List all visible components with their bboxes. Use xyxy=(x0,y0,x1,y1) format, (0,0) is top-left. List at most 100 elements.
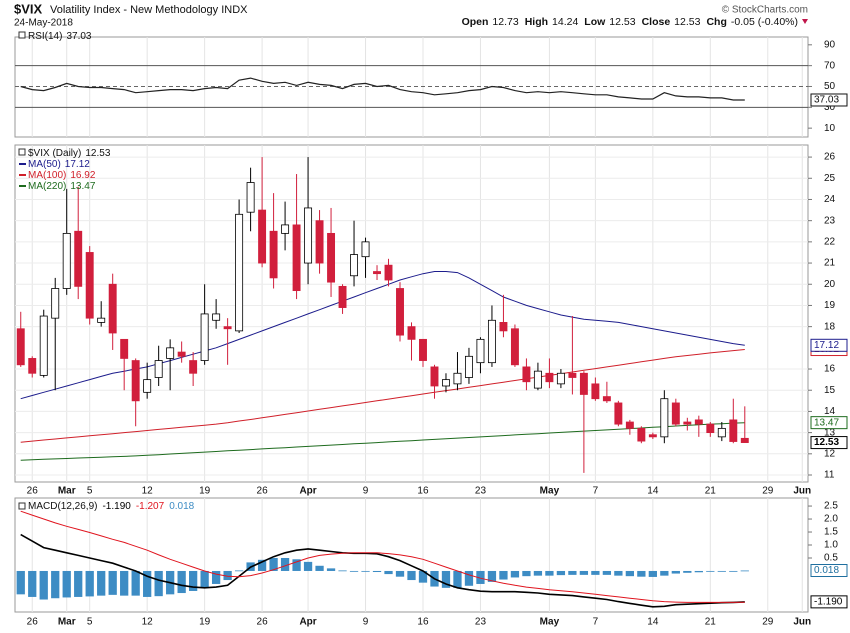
candle-body xyxy=(568,372,577,378)
histogram-bar xyxy=(200,570,209,588)
candle-body xyxy=(591,383,600,400)
histogram-bar xyxy=(120,570,129,596)
candle-body xyxy=(269,230,278,279)
symbol: $VIX xyxy=(14,1,43,16)
candle-body xyxy=(545,372,554,383)
histogram-bar xyxy=(51,570,60,599)
macd-legend: MACD(12,26,9) -1.190 -1.207 0.018 xyxy=(28,501,195,512)
histogram-bar xyxy=(303,561,313,571)
x-tick-label: 19 xyxy=(199,617,211,628)
candle-body xyxy=(85,252,94,319)
candle-body xyxy=(200,313,209,361)
candle-body xyxy=(384,264,393,281)
histogram-bar xyxy=(211,570,221,584)
candle-body xyxy=(419,338,427,361)
histogram-bar xyxy=(28,570,37,597)
candle-body xyxy=(154,360,163,378)
candle-body xyxy=(258,209,267,264)
y-tick-label: 16 xyxy=(824,364,836,375)
candle-body xyxy=(602,396,611,402)
y-tick-label: 15 xyxy=(824,385,836,396)
histogram-bar xyxy=(568,570,577,575)
legend-entry: MA(100) 16.92 xyxy=(28,170,96,181)
candle-body xyxy=(361,241,370,258)
candle-body xyxy=(74,230,83,287)
value-box-label: 0.018 xyxy=(814,565,839,576)
y-tick-label: 20 xyxy=(824,279,836,290)
legend-name: MACD(12,26,9) xyxy=(28,501,97,512)
histogram-bar xyxy=(602,570,612,575)
legend-name: MA(50) xyxy=(28,159,61,170)
histogram-bar xyxy=(131,570,140,596)
y-tick-label: 90 xyxy=(824,39,836,50)
quote-label: Open xyxy=(462,16,489,28)
candle-body xyxy=(740,437,749,443)
candle-body xyxy=(143,379,152,393)
legend-entry: MA(220) 13.47 xyxy=(28,181,96,192)
histogram-bar xyxy=(338,570,347,572)
y-tick-label: 23 xyxy=(824,215,836,226)
histogram-bar xyxy=(637,570,646,577)
candle-body xyxy=(476,338,485,364)
histogram-bar xyxy=(108,570,117,595)
legend-value: 16.92 xyxy=(70,170,95,181)
x-tick-label: 21 xyxy=(705,486,717,497)
quote-value: -0.05 (-0.40%) xyxy=(731,16,798,28)
legend-value: 0.018 xyxy=(169,501,194,512)
rsi-frame xyxy=(14,36,809,138)
x-tick-label: Apr xyxy=(299,486,316,497)
y-tick-label: 26 xyxy=(824,152,836,163)
x-tick-label: 16 xyxy=(417,617,429,628)
candle-body xyxy=(510,328,519,366)
candle-body xyxy=(706,423,715,434)
legend-value: 13.47 xyxy=(70,181,95,192)
x-tick-label: 23 xyxy=(475,617,487,628)
x-tick-label: Jun xyxy=(793,486,811,497)
y-tick-label: 12 xyxy=(824,448,836,459)
y-tick-label: 0.5 xyxy=(824,553,838,564)
value-box xyxy=(810,93,848,107)
histogram-bar xyxy=(85,570,94,597)
histogram-bar xyxy=(533,570,543,576)
candle-body xyxy=(315,220,324,264)
quote: Open 12.73 High 14.24 Low 12.53 Close 12.53 Chg -… xyxy=(462,16,798,28)
quote-value: 12.53 xyxy=(674,16,700,28)
candle-body xyxy=(556,372,565,385)
histogram-bar xyxy=(97,570,106,596)
candle-body xyxy=(97,317,106,323)
candle-body xyxy=(120,338,129,359)
candle-body xyxy=(717,427,726,438)
histogram-bar xyxy=(545,570,554,576)
candle-body xyxy=(108,283,117,334)
legend-icon xyxy=(18,31,26,39)
candle-body xyxy=(62,232,71,289)
candle-body xyxy=(51,288,60,319)
x-tick-label: 14 xyxy=(647,486,659,497)
quote-value: 12.73 xyxy=(492,16,518,28)
quote-label: Low xyxy=(584,16,606,28)
candle-body xyxy=(499,322,508,332)
change-arrow xyxy=(802,19,808,24)
candle-body xyxy=(350,254,358,277)
histogram-bar xyxy=(292,559,301,571)
x-tick-label: Apr xyxy=(299,617,316,628)
histogram-bar xyxy=(395,570,405,577)
security-name: Volatility Index - New Methodology INDX xyxy=(50,4,248,16)
histogram-bar xyxy=(476,570,485,584)
histogram-bar xyxy=(591,570,600,575)
y-tick-label: 24 xyxy=(824,194,836,205)
x-tick-label: 23 xyxy=(475,486,487,497)
x-tick-label: 29 xyxy=(762,617,774,628)
candle-body xyxy=(453,372,462,385)
histogram-bar xyxy=(556,570,566,576)
candle-body xyxy=(614,402,623,425)
histogram-bar xyxy=(407,570,416,581)
histogram-bar xyxy=(257,559,267,571)
candle-body xyxy=(373,271,381,275)
candle-body xyxy=(660,398,669,438)
histogram-bar xyxy=(499,570,508,580)
x-tick-label: 5 xyxy=(87,617,93,628)
candle-body xyxy=(487,319,496,364)
candle-body xyxy=(304,207,313,264)
histogram-bar xyxy=(361,570,370,572)
